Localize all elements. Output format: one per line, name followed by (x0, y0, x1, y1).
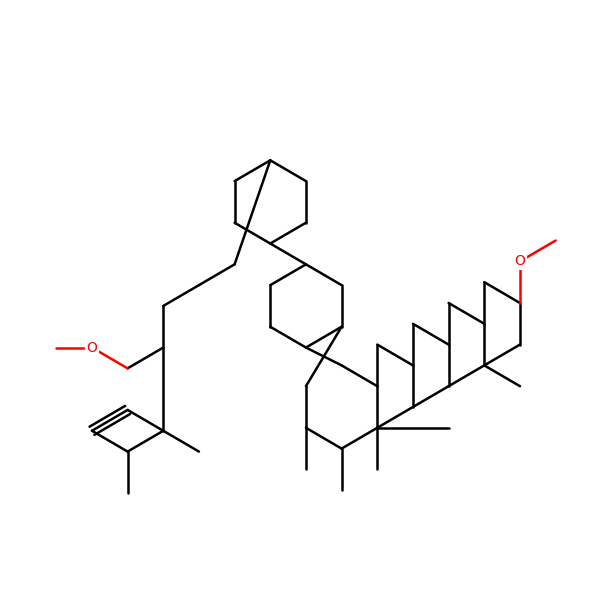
Text: O: O (86, 341, 97, 355)
Text: O: O (515, 254, 526, 268)
